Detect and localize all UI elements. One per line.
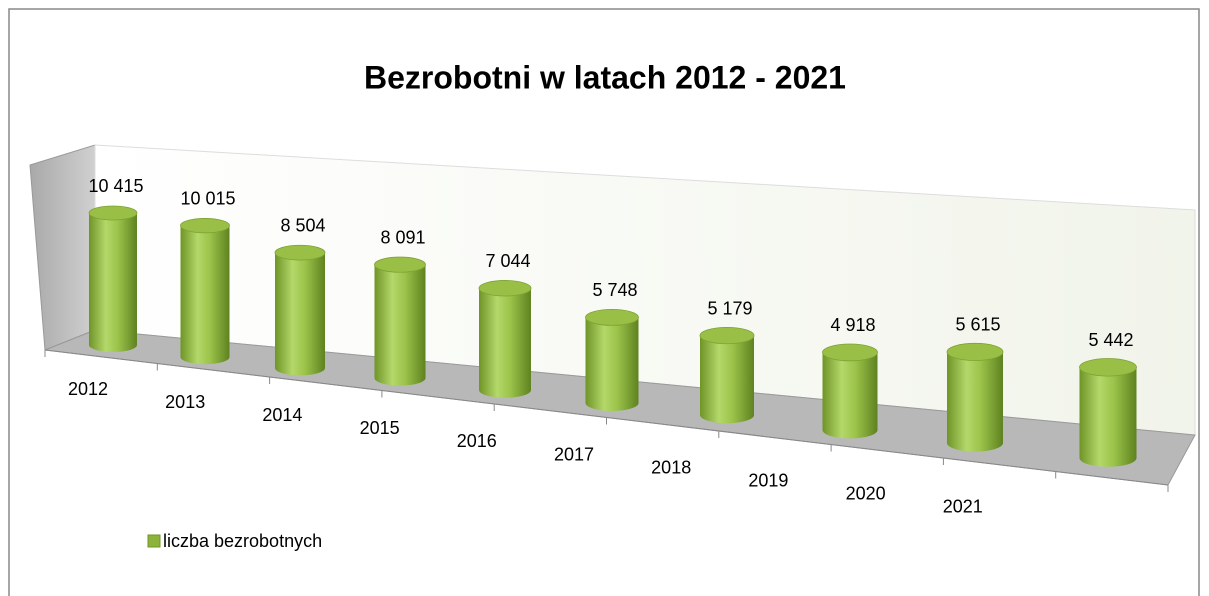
data-label: 8 091	[380, 227, 425, 247]
cylinder-body	[822, 352, 878, 439]
cylinder-top	[88, 205, 138, 221]
legend-swatch	[147, 534, 161, 548]
data-label: 10 015	[180, 188, 235, 208]
cylinder-top	[822, 343, 878, 362]
cylinder	[374, 256, 426, 386]
cylinder	[88, 205, 138, 352]
cylinder-top	[699, 326, 755, 345]
cylinder-body	[374, 264, 426, 386]
x-tick-label: 2016	[457, 431, 497, 451]
cylinder-top	[1079, 358, 1137, 377]
cylinder	[946, 342, 1004, 452]
x-tick-label: 2014	[262, 405, 302, 425]
cylinder	[478, 280, 532, 398]
cylinder-body	[947, 351, 1003, 452]
data-label: 8 504	[280, 215, 325, 235]
chart-title: Bezrobotni w latach 2012 - 2021	[364, 59, 846, 95]
x-tick-label: 2018	[651, 457, 691, 477]
side-wall	[29, 144, 96, 351]
cylinder-top	[374, 256, 426, 273]
data-label: 4 918	[830, 315, 875, 335]
chart-border	[8, 8, 1200, 596]
data-label: 5 179	[707, 298, 752, 318]
cylinder-top	[585, 309, 639, 326]
cylinder-top	[274, 244, 326, 261]
cylinder-body	[275, 252, 325, 376]
x-tick-label: 2015	[360, 418, 400, 438]
cylinder-body	[89, 213, 137, 352]
cylinder-body	[700, 335, 754, 424]
cylinder-body	[1079, 367, 1137, 467]
legend-label: liczba bezrobotnych	[163, 531, 322, 551]
cylinder-body	[585, 317, 639, 411]
cylinder	[1079, 358, 1137, 467]
cylinder	[585, 309, 639, 411]
cylinder-top	[478, 280, 532, 297]
data-label: 5 442	[1088, 330, 1133, 350]
x-tick-label: 2021	[943, 497, 983, 517]
cylinder-body	[479, 288, 531, 398]
data-label: 5 748	[592, 280, 637, 300]
x-tick-label: 2020	[846, 484, 886, 504]
x-tick-label: 2012	[68, 379, 108, 399]
data-label: 5 615	[955, 315, 1000, 335]
data-label: 7 044	[485, 251, 530, 271]
cylinder-top	[180, 218, 230, 234]
x-tick-label: 2013	[165, 392, 205, 412]
cylinder	[699, 326, 755, 424]
cylinder	[274, 244, 326, 376]
cylinder-top	[946, 342, 1004, 361]
cylinder-body	[180, 225, 230, 365]
data-label: 10 415	[88, 176, 143, 196]
x-tick-label: 2017	[554, 444, 594, 464]
cylinder	[180, 218, 230, 365]
x-tick-label: 2019	[748, 470, 788, 490]
cylinder	[822, 343, 878, 439]
